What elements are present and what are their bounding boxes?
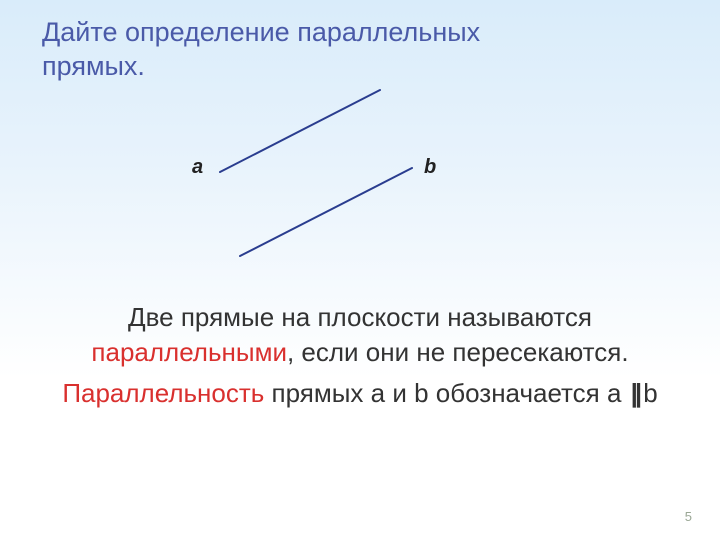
notation-mid: прямых a и b обозначается a (264, 378, 628, 408)
label-a: a (192, 156, 203, 179)
line-a (220, 90, 380, 172)
line-b (240, 168, 412, 256)
title-line-1: Дайте определение параллельных (42, 17, 480, 47)
definition-sentence: Две прямые на плоскости называются парал… (40, 300, 680, 370)
parallel-symbol: || (629, 378, 644, 408)
notation-sentence: Параллельность прямых a и b обозначается… (40, 376, 680, 411)
def-keyword: параллельными (91, 337, 287, 367)
page-title: Дайте определение параллельных прямых. (42, 16, 480, 84)
title-line-2: прямых. (42, 51, 145, 81)
def-pre: Две прямые на плоскости называются (128, 302, 592, 332)
label-b: b (424, 156, 436, 179)
notation-end: b (643, 378, 657, 408)
page-number: 5 (685, 509, 692, 524)
definition-text: Две прямые на плоскости называются парал… (40, 300, 680, 411)
parallel-lines-diagram: a b (180, 80, 500, 260)
def-post: , если они не пересекаются. (287, 337, 629, 367)
diagram-svg (180, 80, 500, 260)
notation-keyword: Параллельность (62, 378, 264, 408)
